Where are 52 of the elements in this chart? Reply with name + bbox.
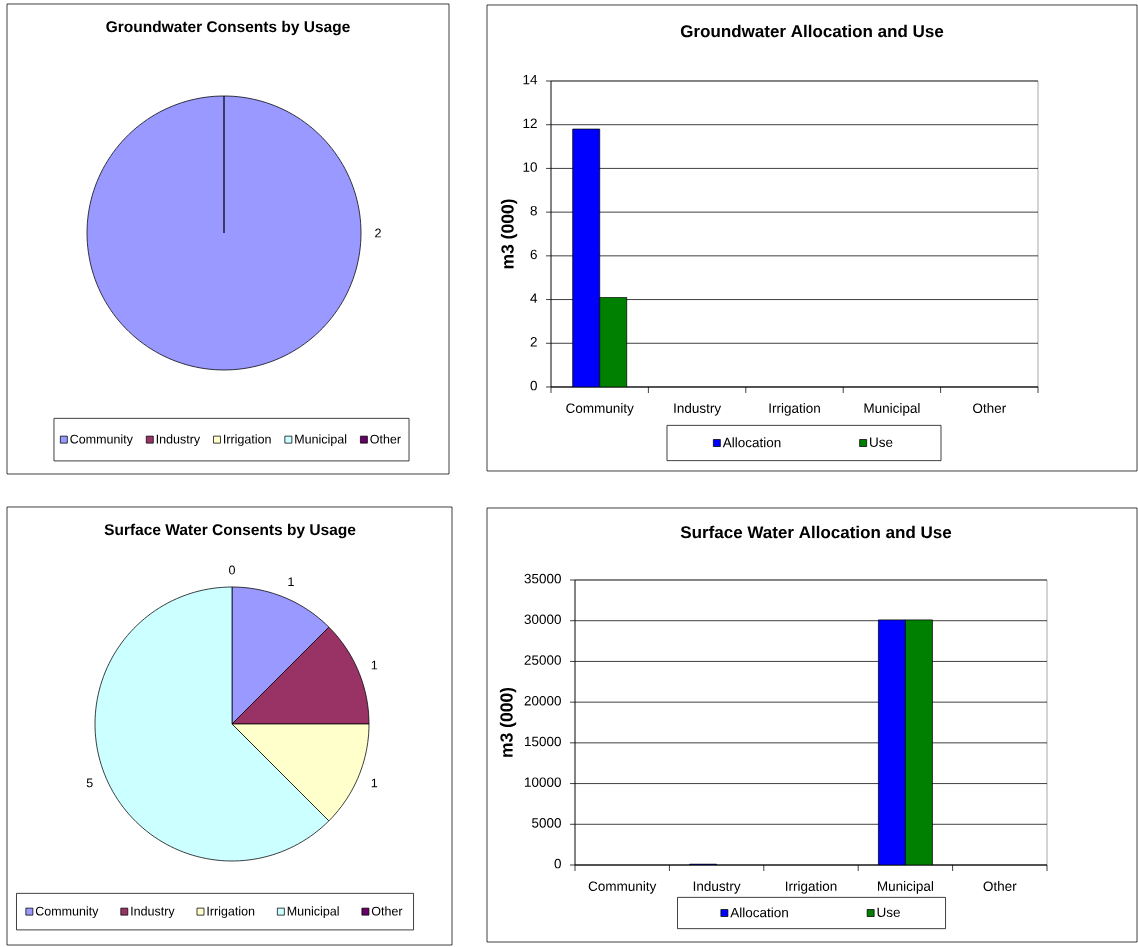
y-tick-label: 2: [530, 337, 537, 347]
chart-title: Surface Water Consents by Usage: [104, 523, 356, 539]
y-axis-title: m3 (000): [500, 199, 518, 269]
x-tick-label: Industry: [693, 881, 741, 894]
legend-label: Municipal: [287, 906, 339, 919]
y-tick-label: 4: [530, 293, 538, 303]
legend-label: Industry: [156, 434, 201, 446]
legend-label: Use: [870, 437, 893, 448]
y-tick-label: 10000: [524, 777, 561, 787]
y-tick-label: 8: [530, 205, 537, 216]
legend-label: Municipal: [295, 434, 347, 446]
x-tick-label: Other: [973, 403, 1006, 413]
legend-label: Allocation: [722, 437, 781, 448]
x-tick-label: Municipal: [878, 881, 933, 894]
chart-title: Groundwater Consents by Usage: [106, 20, 350, 36]
x-tick-label: Irrigation: [785, 881, 837, 894]
data-label: 2: [375, 228, 381, 238]
legend-label: Irrigation: [207, 906, 255, 919]
legend-label: Industry: [131, 906, 175, 919]
chart-title: Groundwater Allocation and Use: [680, 24, 944, 38]
x-tick-label: Industry: [674, 403, 722, 416]
y-tick-label: 0: [530, 380, 537, 391]
data-label: 5: [86, 778, 93, 788]
y-tick-label: 0: [554, 858, 561, 869]
text: 0: [229, 565, 235, 575]
y-tick-label: 5000: [532, 818, 561, 828]
legend-label: Community: [35, 906, 99, 919]
y-tick-label: 14: [523, 74, 538, 85]
data-label: 1: [288, 577, 294, 587]
x-tick-label: Community: [566, 403, 634, 416]
y-axis-title: m3 (000): [499, 687, 517, 757]
y-tick-label: 30000: [524, 614, 561, 625]
legend-label: Other: [371, 906, 403, 916]
y-tick-label: 15000: [524, 736, 561, 747]
x-tick-label: Community: [588, 881, 657, 894]
legend-label: Community: [70, 434, 133, 446]
data-label: 1: [371, 660, 378, 670]
y-tick-label: 6: [530, 249, 537, 260]
x-tick-label: Irrigation: [769, 403, 820, 416]
y-tick-label: 20000: [524, 695, 561, 706]
legend-label: Allocation: [730, 907, 788, 918]
y-tick-label: 10: [523, 162, 537, 172]
chart-title: Surface Water Allocation and Use: [680, 525, 952, 539]
y-tick-label: 35000: [524, 573, 561, 584]
data-label: 1: [371, 778, 378, 788]
x-tick-label: Other: [983, 881, 1017, 891]
legend-label: Other: [370, 434, 401, 444]
legend-label: Irrigation: [224, 434, 271, 446]
y-tick-label: 12: [523, 118, 537, 128]
legend-label: Use: [877, 907, 900, 918]
x-tick-label: Municipal: [864, 403, 920, 416]
y-tick-label: 25000: [524, 655, 561, 665]
